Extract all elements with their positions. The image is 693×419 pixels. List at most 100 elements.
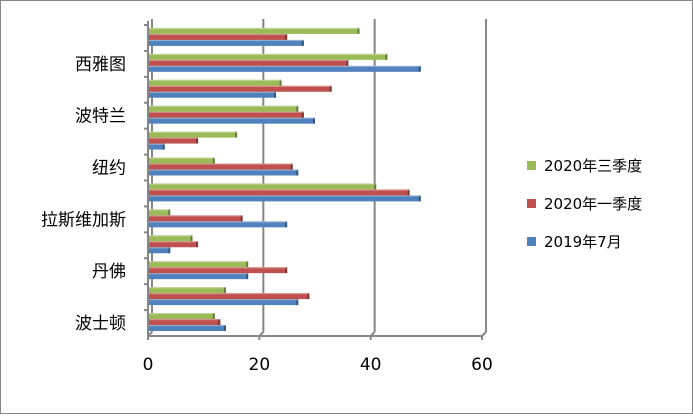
- bar-edge: [168, 209, 171, 216]
- bar-highlight: [148, 221, 288, 223]
- bar-highlight: [148, 157, 215, 159]
- bar-edge: [374, 183, 377, 190]
- bar-highlight: [148, 195, 421, 197]
- bar-edge: [274, 91, 277, 98]
- bar-highlight: [148, 299, 299, 301]
- bar-edge: [313, 117, 315, 124]
- y-category-label: 西雅图: [75, 55, 126, 75]
- bar-highlight: [148, 183, 377, 185]
- bar-edge: [385, 53, 388, 60]
- bar: [148, 111, 304, 118]
- bar-edge: [235, 131, 238, 138]
- legend-label: 2019年7月: [544, 233, 622, 251]
- bar-edge: [218, 319, 221, 325]
- bar-highlight: [148, 65, 421, 68]
- y-category-label: 纽约: [92, 159, 126, 179]
- bar-highlight: [148, 111, 304, 113]
- bar-edge: [307, 293, 310, 300]
- bar: [148, 325, 226, 331]
- bar-highlight: [148, 131, 238, 133]
- y-category-label: 拉斯维加斯: [41, 210, 126, 230]
- bar-highlight: [148, 215, 243, 217]
- bar-edge: [296, 299, 299, 306]
- bar-edge: [285, 267, 288, 274]
- bar-edge: [212, 313, 215, 319]
- bar-edge: [346, 59, 349, 66]
- bar: [148, 157, 215, 164]
- x-tick-label: 0: [143, 355, 154, 375]
- bar-edge: [246, 273, 249, 280]
- bar-highlight: [148, 267, 288, 269]
- bar-edge: [357, 27, 360, 34]
- bar-edge: [329, 85, 332, 92]
- bar-highlight: [148, 53, 388, 56]
- bar-highlight: [148, 27, 360, 30]
- bar-highlight: [148, 287, 226, 289]
- bar-edge: [279, 79, 282, 86]
- bar: [148, 33, 288, 40]
- bar-edge: [223, 287, 226, 294]
- bar-highlight: [148, 143, 165, 145]
- bar: [148, 27, 360, 34]
- bar: [148, 215, 243, 222]
- legend-swatch: [527, 161, 536, 170]
- bar-highlight: [148, 261, 249, 263]
- bar: [148, 183, 377, 190]
- bar-highlight: [148, 91, 277, 93]
- bar-edge: [301, 39, 304, 46]
- bar: [148, 137, 199, 144]
- y-category-label: 波士顿: [75, 314, 126, 334]
- bar-edge: [240, 215, 243, 222]
- bar-highlight: [148, 85, 332, 87]
- bar-highlight: [148, 169, 299, 171]
- bar: [148, 299, 299, 306]
- bar: [148, 235, 193, 242]
- bar: [148, 53, 388, 60]
- bar: [148, 105, 299, 112]
- bar-highlight: [148, 241, 199, 243]
- bar: [148, 79, 282, 86]
- bar: [148, 319, 221, 325]
- bar-highlight: [148, 319, 221, 321]
- bar-edge: [196, 241, 199, 248]
- bar-highlight: [148, 59, 349, 62]
- bar: [148, 241, 199, 248]
- bar-highlight: [148, 273, 249, 275]
- bar-edge: [285, 221, 288, 228]
- bar-highlight: [148, 293, 310, 295]
- bar: [148, 65, 421, 72]
- bar-edge: [418, 195, 421, 202]
- bar-highlight: [148, 189, 410, 191]
- y-category-label: 波特兰: [75, 107, 126, 127]
- bar: [148, 143, 165, 150]
- bar-edge: [168, 247, 171, 254]
- bar: [148, 221, 288, 228]
- bar: [148, 195, 421, 202]
- bar: [148, 169, 299, 176]
- bar-highlight: [148, 137, 199, 139]
- bar-edge: [301, 111, 304, 118]
- bar: [148, 85, 332, 92]
- bar-highlight: [148, 33, 288, 36]
- bar: [148, 267, 288, 274]
- bar: [148, 273, 249, 280]
- bar: [148, 189, 410, 196]
- legend-swatch: [527, 237, 536, 246]
- y-category-label: 丹佛: [92, 262, 126, 282]
- x-tick-label: 40: [360, 355, 382, 375]
- bar: [148, 59, 349, 66]
- bar-edge: [246, 261, 249, 268]
- bar-highlight: [148, 163, 293, 165]
- bar-edge: [296, 169, 299, 176]
- bar: [148, 313, 215, 319]
- bar: [148, 247, 171, 254]
- bar-edge: [285, 33, 288, 40]
- bar-highlight: [148, 247, 171, 249]
- legend-label: 2020年一季度: [544, 195, 642, 213]
- bar-highlight: [148, 105, 299, 107]
- bar-edge: [418, 65, 421, 72]
- gridline-depth: [481, 331, 487, 337]
- bar-highlight: [148, 39, 304, 42]
